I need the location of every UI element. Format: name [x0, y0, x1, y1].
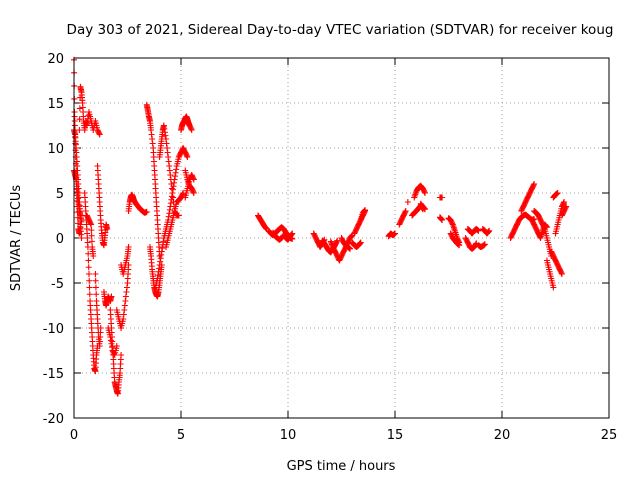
data-point	[184, 154, 191, 160]
data-point	[93, 291, 100, 298]
data-point	[402, 208, 409, 214]
y-tick-label: 20	[47, 52, 64, 67]
y-tick-label: -10	[43, 322, 64, 337]
data-point	[561, 199, 568, 205]
data-point	[563, 203, 570, 210]
data-point	[92, 284, 99, 291]
x-axis-label: GPS time / hours	[287, 459, 396, 474]
data-point	[481, 241, 488, 248]
data-point	[486, 227, 493, 234]
data-point	[357, 239, 364, 246]
x-tick-label: 5	[177, 428, 185, 443]
data-point	[558, 271, 565, 277]
data-point	[125, 244, 132, 250]
data-point	[439, 194, 446, 201]
y-tick-label: -15	[43, 367, 64, 382]
data-point	[92, 277, 99, 284]
data-point	[85, 271, 92, 277]
data-point	[76, 116, 83, 123]
grid-lines	[74, 58, 609, 418]
y-tick-label: 15	[47, 97, 64, 112]
data-point	[456, 242, 463, 249]
chart-title: Day 303 of 2021, Sidereal Day-to-day VTE…	[67, 22, 614, 38]
data-point	[97, 325, 104, 331]
data-point	[78, 218, 85, 225]
data-point	[347, 245, 354, 252]
x-tick-label: 0	[70, 428, 78, 443]
y-axis-label: SDTVAR / TECUs	[9, 185, 24, 292]
data-point	[85, 257, 92, 264]
data-point	[113, 343, 120, 349]
y-tick-labels: -20 -15 -10 -5 0 5 10 15 20	[43, 52, 64, 427]
data-point	[76, 127, 83, 133]
data-point	[188, 127, 195, 133]
data-point	[143, 208, 150, 215]
data-point	[118, 352, 125, 358]
data-point	[78, 235, 85, 241]
data-point	[404, 199, 411, 205]
data-point	[104, 226, 111, 232]
data-point	[85, 264, 92, 271]
y-tick-label: 10	[47, 142, 64, 157]
data-point	[77, 212, 84, 219]
data-point	[421, 206, 428, 213]
y-tick-label: -20	[43, 412, 64, 427]
data-point	[190, 190, 197, 196]
x-tick-label: 10	[280, 428, 297, 443]
data-point	[86, 277, 93, 284]
x-tick-label: 15	[387, 428, 404, 443]
data-point	[362, 207, 369, 214]
data-point	[92, 271, 99, 277]
data-points	[71, 56, 570, 397]
y-tick-label: 0	[56, 232, 64, 247]
data-point	[88, 227, 95, 234]
data-point	[96, 131, 103, 138]
data-point	[334, 237, 341, 244]
data-point	[175, 212, 182, 219]
data-point	[76, 105, 83, 112]
data-point	[88, 238, 95, 245]
y-tick-label: 5	[56, 187, 64, 202]
data-point	[531, 181, 538, 187]
data-point	[88, 221, 95, 228]
data-point	[439, 217, 446, 223]
data-point	[88, 232, 95, 239]
data-point	[108, 293, 115, 300]
data-point	[554, 190, 561, 196]
data-point	[190, 176, 197, 183]
x-tick-label: 25	[601, 428, 618, 443]
data-point	[421, 190, 428, 196]
data-point	[475, 227, 482, 234]
data-point	[90, 253, 97, 259]
data-point	[86, 291, 93, 298]
data-point	[550, 284, 557, 291]
y-tick-label: -5	[51, 277, 64, 292]
data-point	[392, 230, 398, 237]
x-tick-label: 20	[494, 428, 511, 443]
plot-frame	[73, 57, 610, 419]
data-point	[86, 284, 93, 291]
x-tick-labels: 0 5 10 15 20 25	[70, 428, 617, 443]
data-point	[289, 230, 296, 237]
